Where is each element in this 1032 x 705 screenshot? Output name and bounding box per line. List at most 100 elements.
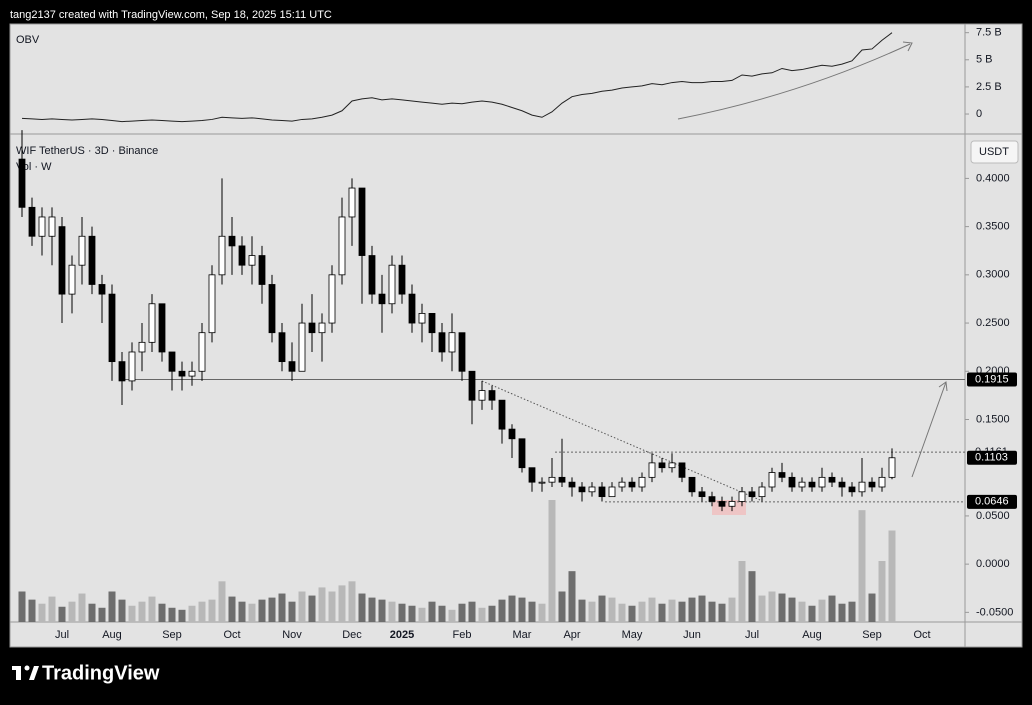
y-tick-label: 0.3500 [976,221,1010,233]
candle-body [798,481,806,488]
candle-body [668,462,676,469]
candle-body [408,293,416,324]
volume-bar [498,599,506,622]
volume-bar [648,597,656,622]
volume-bar [48,596,56,622]
candle-body [638,476,646,488]
candle-body [578,486,586,493]
volume-bar [568,571,576,622]
volume-bar [218,581,226,622]
candle-body [888,457,896,478]
candle-body [188,370,196,377]
currency-badge[interactable] [970,140,1019,164]
x-tick-label: Aug [802,629,822,641]
price-badge [967,372,1017,387]
candle-body [588,486,596,493]
candle-body [818,476,826,488]
volume-bar [858,510,866,622]
volume-bar [838,603,846,622]
volume-bar [108,591,116,622]
x-tick-label: Dec [342,629,362,641]
volume-bar [818,599,826,622]
candle-body [628,481,636,488]
volume-bar [238,601,246,622]
volume-bar [188,605,196,622]
volume-bar [618,603,626,622]
volume-bar [418,607,426,622]
candle-body [508,428,516,440]
candle-body [618,481,626,488]
candle-body [688,476,696,493]
volume-bar [578,599,586,622]
candle-body [478,390,486,401]
volume-bar [378,599,386,622]
y-tick-label: 0 [976,108,982,120]
candle-body [178,370,186,377]
volume-bar [868,593,876,622]
candle-body [518,438,526,469]
candle-body [658,462,666,469]
volume-bar [718,603,726,622]
volume-bar [18,591,26,622]
volume-bar [468,601,476,622]
x-tick-label: Sep [862,629,882,641]
candle-body [718,501,726,507]
obv-arrow-head [902,41,913,52]
volume-bar [548,500,556,622]
volume-bar [228,596,236,622]
candle-body [648,462,656,478]
volume-bar [888,530,896,622]
candle-body [268,284,276,334]
volume-bar [258,599,266,622]
volume-bar [808,605,816,622]
volume-bar [508,595,516,622]
volume-bar [328,591,336,622]
x-tick-label: Sep [162,629,182,641]
price-badge [967,494,1017,509]
x-tick-label: Nov [282,629,302,641]
trend-line [481,380,761,501]
candle-body [398,264,406,295]
volume-bar [208,599,216,622]
volume-bar [38,603,46,622]
candle-body [158,303,166,353]
volume-bar [458,603,466,622]
price-badge [967,450,1017,465]
y-tick-label: 7.5 B [976,27,1002,39]
x-tick-label: Oct [913,629,930,641]
candle-body [778,472,786,478]
candle-body [738,491,746,502]
volume-bar [88,603,96,622]
volume-bar [478,607,486,622]
volume-bar [288,601,296,622]
candle-body [848,486,856,493]
logo: TradingView [12,662,160,684]
candle-body [18,158,26,208]
candle-body [258,255,266,285]
candle-body [568,481,576,488]
price-level-label: 0.1103 [975,452,1008,464]
candle-body [228,235,236,247]
candle-body [88,235,96,285]
x-tick-label: Feb [453,629,472,641]
candle-body [448,332,456,353]
price-level-label: 0.0646 [975,496,1009,508]
volume-bar [178,609,186,622]
volume-bar [78,593,86,622]
candle-body [418,313,426,324]
volume-bar [428,601,436,622]
volume-bar [98,607,106,622]
x-tick-label: Aug [102,629,122,641]
volume-bar [848,601,856,622]
candle-body [728,501,736,507]
volume-bar [778,593,786,622]
candle-body [338,216,346,276]
candle-body [428,313,436,334]
volume-bar [788,597,796,622]
volume-bar [138,601,146,622]
candle-body [78,235,86,266]
candle-body [108,293,116,363]
volume-bar [608,597,616,622]
candle-body [598,486,606,498]
